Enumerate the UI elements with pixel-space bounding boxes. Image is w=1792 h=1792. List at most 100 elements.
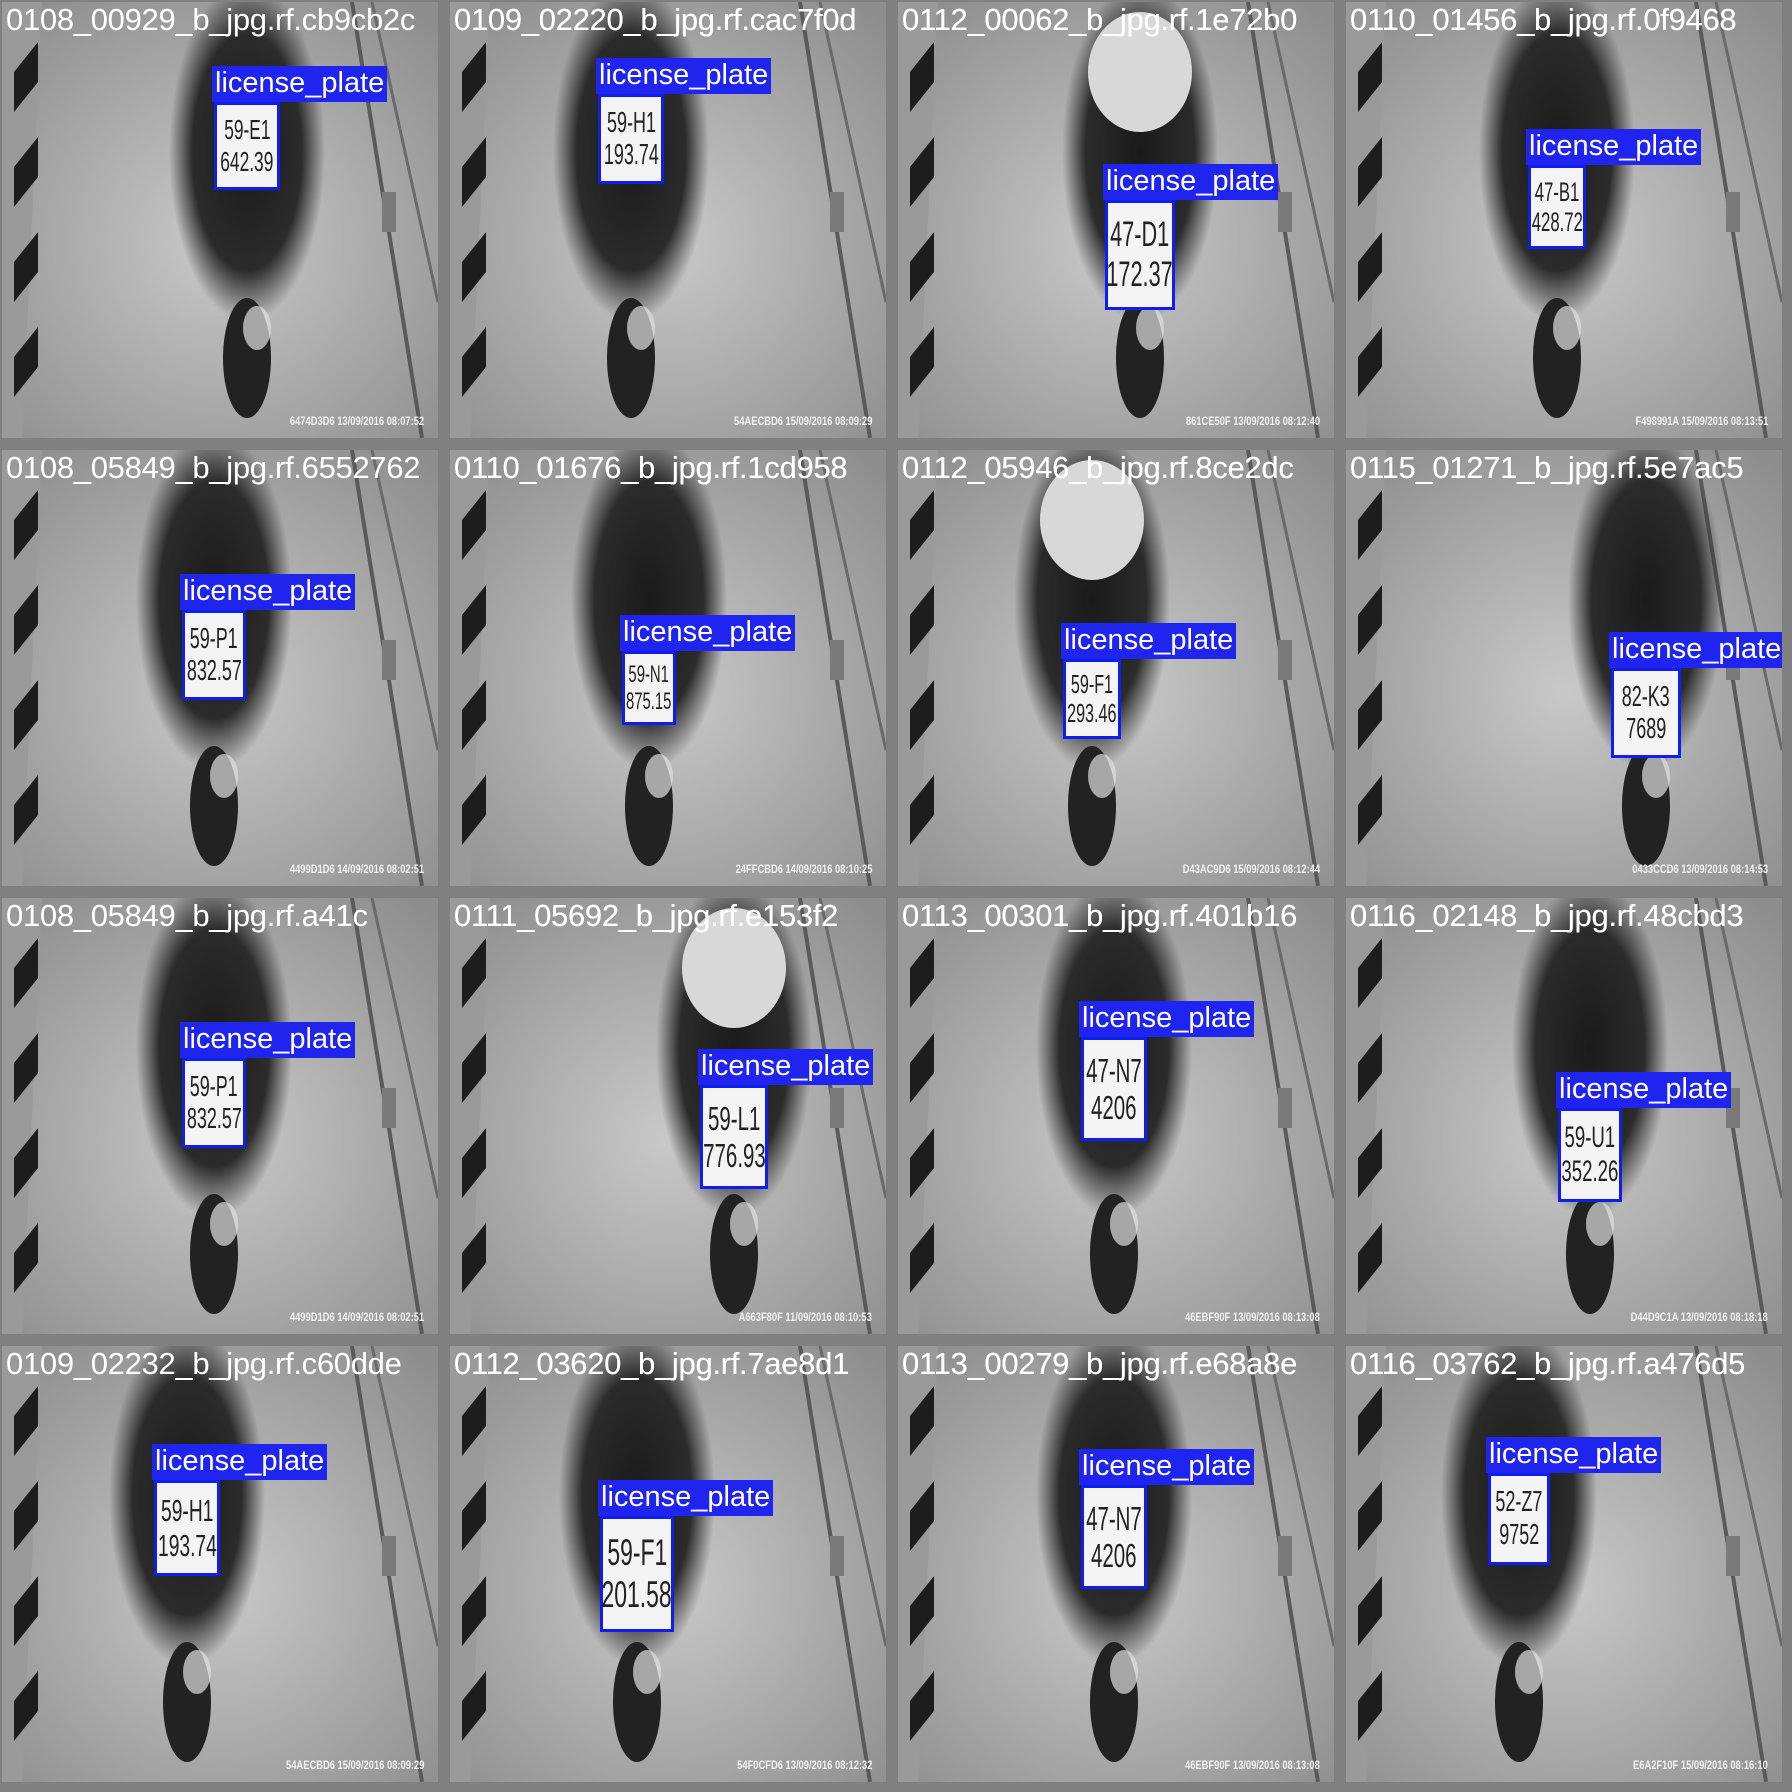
- hazard-stripe: [910, 1223, 934, 1293]
- tail-light: [243, 306, 271, 350]
- license-plate: 59-N1 875.15: [625, 654, 673, 722]
- overlapping-filename-caption: 0116_03762_b_jpg.rf.a476d5: [1350, 1346, 1746, 1381]
- tail-light: [627, 306, 655, 350]
- railing-post: [830, 192, 844, 232]
- camera-timestamp: 4499D1D6 14/09/2016 08:02:51: [289, 1310, 424, 1324]
- overlapping-filename-caption: 0113_00279_b_jpg.rf.e68a8e: [902, 1346, 1298, 1381]
- license-plate: 59-E1 642.39: [217, 105, 277, 187]
- license-plate-bounding-box: 47-N7 4206: [1081, 1037, 1147, 1141]
- tail-light: [645, 754, 673, 798]
- left-wall: [1346, 2, 1386, 438]
- hazard-stripe: [910, 1033, 934, 1103]
- license-plate-bounding-box: 82-K3 7689: [1611, 668, 1681, 758]
- left-wall: [1346, 1346, 1386, 1782]
- detection-tile: 59-N1 875.15 license_plate 24FFCBD6 14/09/2…: [450, 450, 886, 886]
- license-plate: 59-P1 832.57: [185, 613, 243, 697]
- detection-class-label: license_plate: [152, 1444, 328, 1480]
- hazard-stripe: [462, 680, 486, 750]
- plate-text-line: 59-U1: [1564, 1121, 1616, 1154]
- hazard-stripe: [14, 1481, 38, 1551]
- detection-class-label: license_plate: [1061, 623, 1237, 659]
- plate-text-line: 59-H1: [606, 107, 656, 139]
- camera-frame-image: [2, 1346, 438, 1782]
- license-plate-bounding-box: 59-P1 832.57: [182, 1058, 246, 1148]
- detection-tile: 82-K3 7689 license_plate 0433CCD6 13/09/201…: [1346, 450, 1782, 886]
- hazard-stripe: [14, 1033, 38, 1103]
- hazard-stripe: [910, 775, 934, 845]
- license-plate: 59-H1 193.74: [157, 1483, 217, 1573]
- tail-light: [210, 754, 238, 798]
- camera-timestamp: E6A2F10F 15/09/2016 08:16:10: [1633, 1758, 1768, 1772]
- railing: [1266, 450, 1334, 751]
- hazard-stripe: [1358, 775, 1382, 845]
- railing: [818, 2, 886, 303]
- railing: [370, 450, 438, 751]
- detection-class-label: license_plate: [598, 1480, 774, 1516]
- license-plate-bounding-box: 47-D1 172.37: [1105, 200, 1175, 310]
- camera-timestamp: 4499D1D6 14/09/2016 08:02:51: [289, 862, 424, 876]
- image-filename-caption: 0112_05946_b_jpg.rf.8ce2dc: [902, 450, 1294, 485]
- left-wall: [450, 898, 490, 1334]
- camera-frame-image: [450, 898, 886, 1334]
- license-plate-bounding-box: 59-L1 776.93: [700, 1085, 768, 1189]
- hazard-stripe: [910, 327, 934, 397]
- plate-text-line: 293.46: [1067, 698, 1117, 728]
- hazard-stripe: [910, 1128, 934, 1198]
- detection-tile: 59-H1 193.74 license_plate 54AECBD6 15/09/2…: [450, 2, 886, 438]
- motorbike-fairing: [1088, 12, 1192, 132]
- hazard-stripe: [14, 1128, 38, 1198]
- hazard-stripe: [14, 232, 38, 302]
- hazard-stripe: [1358, 1033, 1382, 1103]
- camera-frame-image: [1346, 1346, 1782, 1782]
- license-plate: 52-Z7 9752: [1491, 1476, 1547, 1562]
- camera-frame-image: [1346, 450, 1782, 886]
- detection-tile: 59-F1 201.58 license_plate 54F0CFD6 13/09/2…: [450, 1346, 886, 1782]
- detection-tile: 59-P1 832.57 license_plate 4499D1D6 14/09/2…: [2, 898, 438, 1334]
- detection-tile: 59-L1 776.93 license_plate A663F80F 11/09/2…: [450, 898, 886, 1334]
- camera-frame-image: [2, 898, 438, 1334]
- image-filename-caption: 0110_01676_b_jpg.rf.1cd958: [454, 450, 848, 485]
- hazard-stripe: [462, 1576, 486, 1646]
- detection-class-label: license_plate: [1486, 1437, 1662, 1473]
- hazard-stripe: [462, 1223, 486, 1293]
- left-wall: [898, 450, 938, 886]
- overlapping-filename-caption: 0111_05692_b_jpg.rf.e153f2: [454, 898, 839, 933]
- plate-text-line: 52-Z7: [1495, 1486, 1543, 1518]
- plate-text-line: 832.57: [186, 655, 242, 687]
- license-plate: 47-N7 4206: [1084, 1040, 1144, 1138]
- detection-class-label: license_plate: [180, 1022, 356, 1058]
- tail-light: [183, 1650, 211, 1694]
- license-plate: 59-H1 193.74: [601, 97, 661, 181]
- camera-timestamp: A663F80F 11/09/2016 08:10:53: [738, 1310, 872, 1324]
- camera-timestamp: 54AECBD6 15/09/2016 08:09:29: [285, 1758, 424, 1772]
- hazard-stripe: [910, 680, 934, 750]
- hazard-stripe: [462, 1481, 486, 1551]
- railing: [1266, 1346, 1334, 1647]
- detection-class-label: license_plate: [1103, 164, 1279, 200]
- railing: [1266, 898, 1334, 1199]
- hazard-stripe: [1358, 1576, 1382, 1646]
- camera-timestamp: 54F0CFD6 13/09/2016 08:12:32: [736, 1758, 872, 1772]
- motorbike: [571, 450, 727, 770]
- hazard-stripe: [910, 232, 934, 302]
- image-filename-caption: 0110_01456_b_jpg.rf.0f9468: [1350, 2, 1737, 37]
- railing: [1714, 898, 1782, 1199]
- hazard-stripe: [14, 137, 38, 207]
- railing: [818, 450, 886, 751]
- hazard-stripe: [910, 490, 934, 560]
- motorbike: [1512, 898, 1668, 1218]
- overlapping-filename-caption: 0113_00301_b_jpg.rf.401b16: [902, 898, 1298, 933]
- camera-timestamp: 6474D3D6 13/09/2016 08:07:52: [289, 414, 424, 428]
- hazard-stripe: [910, 1671, 934, 1741]
- plate-text-line: 642.39: [220, 146, 274, 177]
- plate-text-line: 59-P1: [190, 623, 238, 655]
- plate-text-line: 4206: [1091, 1537, 1137, 1574]
- image-filename-caption: 0109_02220_b_jpg.rf.cac7f0d: [454, 2, 857, 37]
- railing-post: [1278, 1088, 1292, 1128]
- plate-text-line: 193.74: [603, 139, 659, 171]
- overlapping-filename-caption: 0110_01676_b_jpg.rf.1cd958: [454, 450, 848, 485]
- license-plate: 59-F1 293.46: [1066, 662, 1118, 736]
- hazard-stripe: [910, 1386, 934, 1456]
- hazard-stripe: [14, 490, 38, 560]
- railing: [1714, 1346, 1782, 1647]
